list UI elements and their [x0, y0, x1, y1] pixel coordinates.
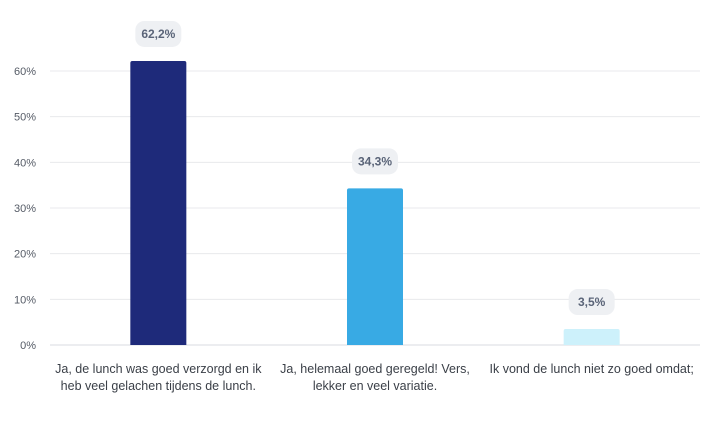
bars	[130, 60, 620, 345]
y-tick-label: 60%	[14, 66, 36, 78]
y-tick-label: 50%	[14, 112, 36, 124]
bar	[130, 60, 187, 345]
y-axis-ticks: 0% 10% 20% 30% 40% 50% 60%	[14, 66, 36, 352]
y-tick-label: 20%	[14, 249, 36, 261]
data-label-text: 3,5%	[578, 295, 606, 309]
data-label: 3,5%	[568, 289, 615, 316]
data-label: 62,2%	[135, 20, 182, 47]
x-category-label: Ja, de lunch was goed verzorgd en ik heb…	[55, 362, 262, 393]
data-labels: 62,2% 34,3% 3,5%	[135, 20, 615, 316]
bar	[347, 188, 403, 345]
x-category-label: Ik vond de lunch niet zo goed omdat;	[489, 362, 694, 376]
y-tick-label: 30%	[14, 203, 36, 215]
data-label-text: 62,2%	[141, 27, 175, 41]
data-label-pill	[568, 289, 615, 316]
y-tick-label: 10%	[14, 294, 36, 306]
x-category-label: Ja, helemaal goed geregeld! Vers, lekker…	[280, 362, 470, 393]
bar	[563, 329, 620, 345]
y-tick-label: 40%	[14, 157, 36, 169]
data-label: 34,3%	[352, 148, 398, 175]
data-label-text: 34,3%	[358, 154, 392, 168]
data-label-pill	[135, 20, 182, 47]
y-tick-label: 0%	[20, 340, 36, 352]
data-label-pill	[352, 148, 398, 175]
